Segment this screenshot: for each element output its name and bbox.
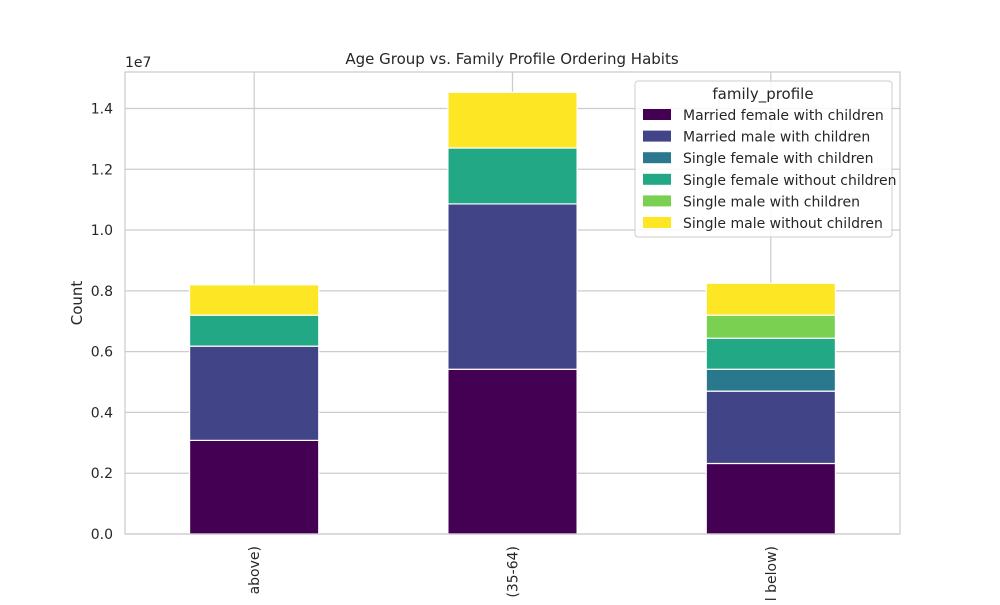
legend-label: Married male with children (683, 130, 870, 146)
bar-segment (188, 345, 320, 441)
y-tick-label: 1.2 (91, 162, 113, 178)
bar-segment (447, 91, 578, 149)
y-tick-label: 1.0 (91, 223, 113, 239)
bar-segment (447, 203, 578, 370)
x-ticks: above) (35-64) l below) (247, 546, 780, 601)
x-tick-label: (35-64) (506, 546, 522, 598)
legend-swatch (643, 217, 671, 228)
bar-segment (705, 337, 837, 370)
legend-swatch (643, 130, 671, 142)
legend-swatch (643, 195, 671, 207)
plot-frame (124, 71, 901, 535)
bar-segment (447, 368, 578, 535)
bars (188, 91, 837, 535)
y-tick-label: 0.4 (91, 405, 113, 421)
bar-segment (705, 314, 837, 339)
bar-segment (705, 462, 837, 535)
legend-swatch (643, 109, 671, 120)
y-multiplier-label: 1e7 (125, 55, 151, 71)
x-tick-label: l below) (764, 546, 780, 600)
bar-segment (188, 439, 320, 535)
legend-label: Single male without children (683, 216, 883, 232)
y-tick-label: 0.2 (91, 466, 113, 482)
legend-items: Married female with children Married male… (643, 108, 896, 232)
bar-segment (705, 282, 837, 316)
y-tick-label: 0.6 (91, 345, 113, 361)
y-ticks: 0.0 0.2 0.4 0.6 0.8 1.0 1.2 1.4 (91, 101, 113, 543)
y-tick-label: 1.4 (91, 101, 113, 117)
legend-label: Single male with children (683, 194, 860, 210)
bar-segment (705, 368, 837, 392)
y-axis-label: Count (68, 281, 86, 326)
legend-frame (634, 80, 893, 238)
legend-label: Married female with children (683, 108, 884, 124)
x-tick-label: above) (247, 546, 263, 594)
bar-segment (705, 390, 837, 465)
legend-swatch (643, 173, 671, 185)
bar-segment (447, 147, 578, 205)
y-tick-label: 0.8 (91, 284, 113, 300)
legend-label: Single female without children (683, 173, 896, 189)
legend-title: family_profile (712, 85, 813, 104)
legend-label: Single female with children (683, 151, 874, 167)
y-tick-label: 0.0 (91, 527, 113, 543)
legend: family_profile Married female with child… (634, 80, 896, 238)
bar-segment (188, 314, 320, 347)
chart-title: Age Group vs. Family Profile Ordering Ha… (345, 50, 679, 68)
legend-swatch (643, 152, 671, 164)
bar-segment (188, 284, 320, 316)
